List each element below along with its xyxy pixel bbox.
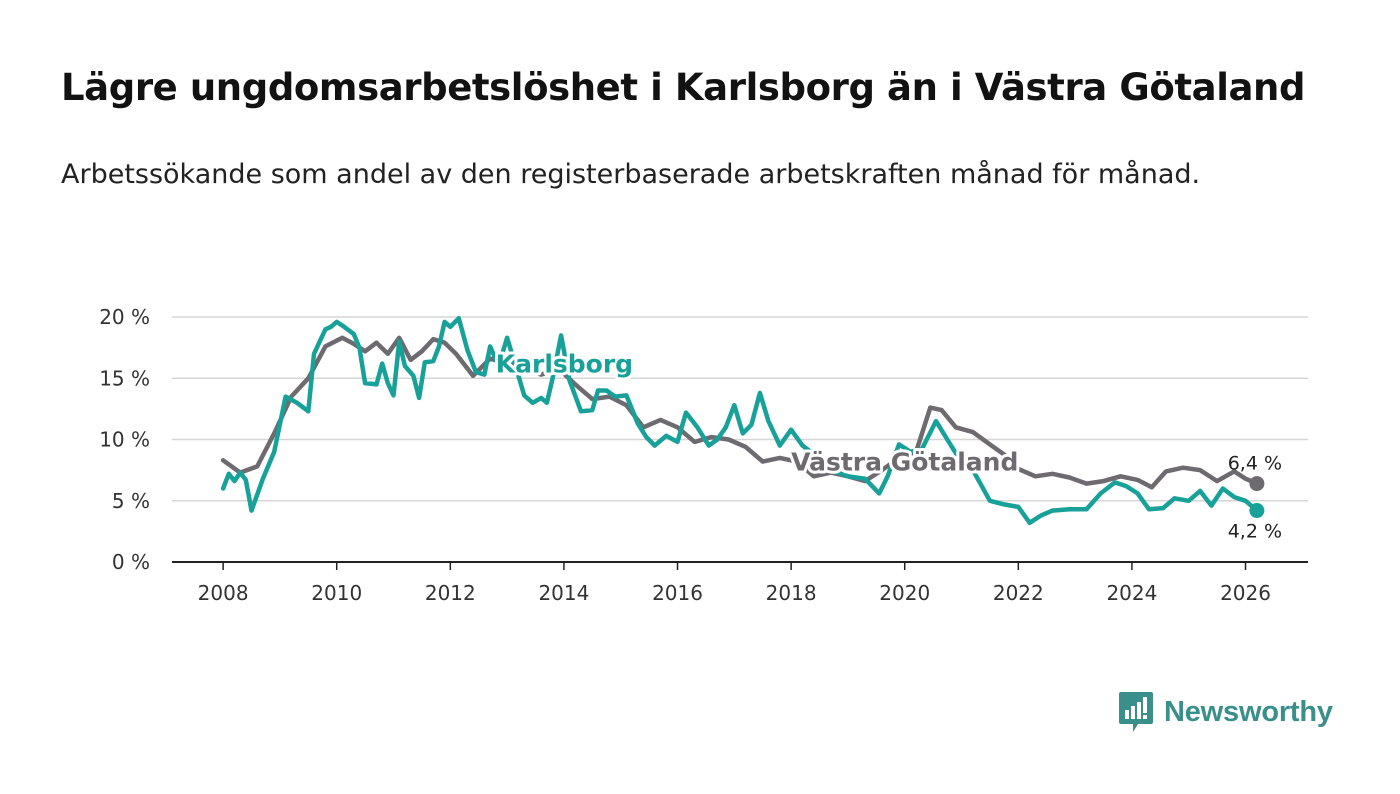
end-value-label: 6,4 % <box>1228 453 1282 475</box>
x-tick-label: 2026 <box>1220 581 1271 605</box>
series-line-v-stra-g-taland <box>220 335 1260 490</box>
end-point-marker <box>1249 503 1265 519</box>
y-tick-label: 10 % <box>99 428 150 452</box>
x-axis-tick-labels: 2008 2010 2012 2014 2016 2018 2020 2022 2024 2026 <box>198 581 1271 605</box>
x-tick-label: 2012 <box>425 581 476 605</box>
x-tick-label: 2010 <box>311 581 362 605</box>
newsworthy-logo: Newsworthy <box>1118 690 1333 734</box>
series-name-label: Västra Götaland <box>791 448 1018 477</box>
y-tick-label: 20 % <box>99 305 150 329</box>
x-tick-label: 2016 <box>652 581 703 605</box>
y-tick-label: 15 % <box>99 366 150 390</box>
x-tick-label: 2008 <box>198 581 249 605</box>
series-name-label: Karlsborg <box>496 350 633 379</box>
gridlines <box>172 316 1308 502</box>
x-axis <box>172 561 1308 570</box>
series-lines <box>220 315 1265 526</box>
newsworthy-logo-icon <box>1119 692 1153 732</box>
end-point-marker <box>1249 476 1265 492</box>
series-labels: 6,4 % 4,2 % Karlsborg Västra Götaland <box>493 347 1282 543</box>
x-tick-label: 2022 <box>993 581 1044 605</box>
y-tick-label: 0 % <box>112 550 150 574</box>
x-tick-label: 2020 <box>879 581 930 605</box>
chart-title: Lägre ungdomsarbetslöshet i Karlsborg än… <box>61 66 1306 109</box>
y-tick-label: 5 % <box>112 489 150 513</box>
chart-subtitle: Arbetssökande som andel av den registerb… <box>61 159 1201 190</box>
x-tick-label: 2014 <box>538 581 589 605</box>
end-value-label: 4,2 % <box>1228 521 1282 543</box>
series-line-karlsborg <box>220 315 1260 526</box>
brand-name: Newsworthy <box>1164 695 1333 728</box>
x-tick-label: 2024 <box>1106 581 1157 605</box>
y-axis-tick-labels: 0 % 5 % 10 % 15 % 20 % <box>99 305 150 574</box>
x-tick-label: 2018 <box>766 581 817 605</box>
